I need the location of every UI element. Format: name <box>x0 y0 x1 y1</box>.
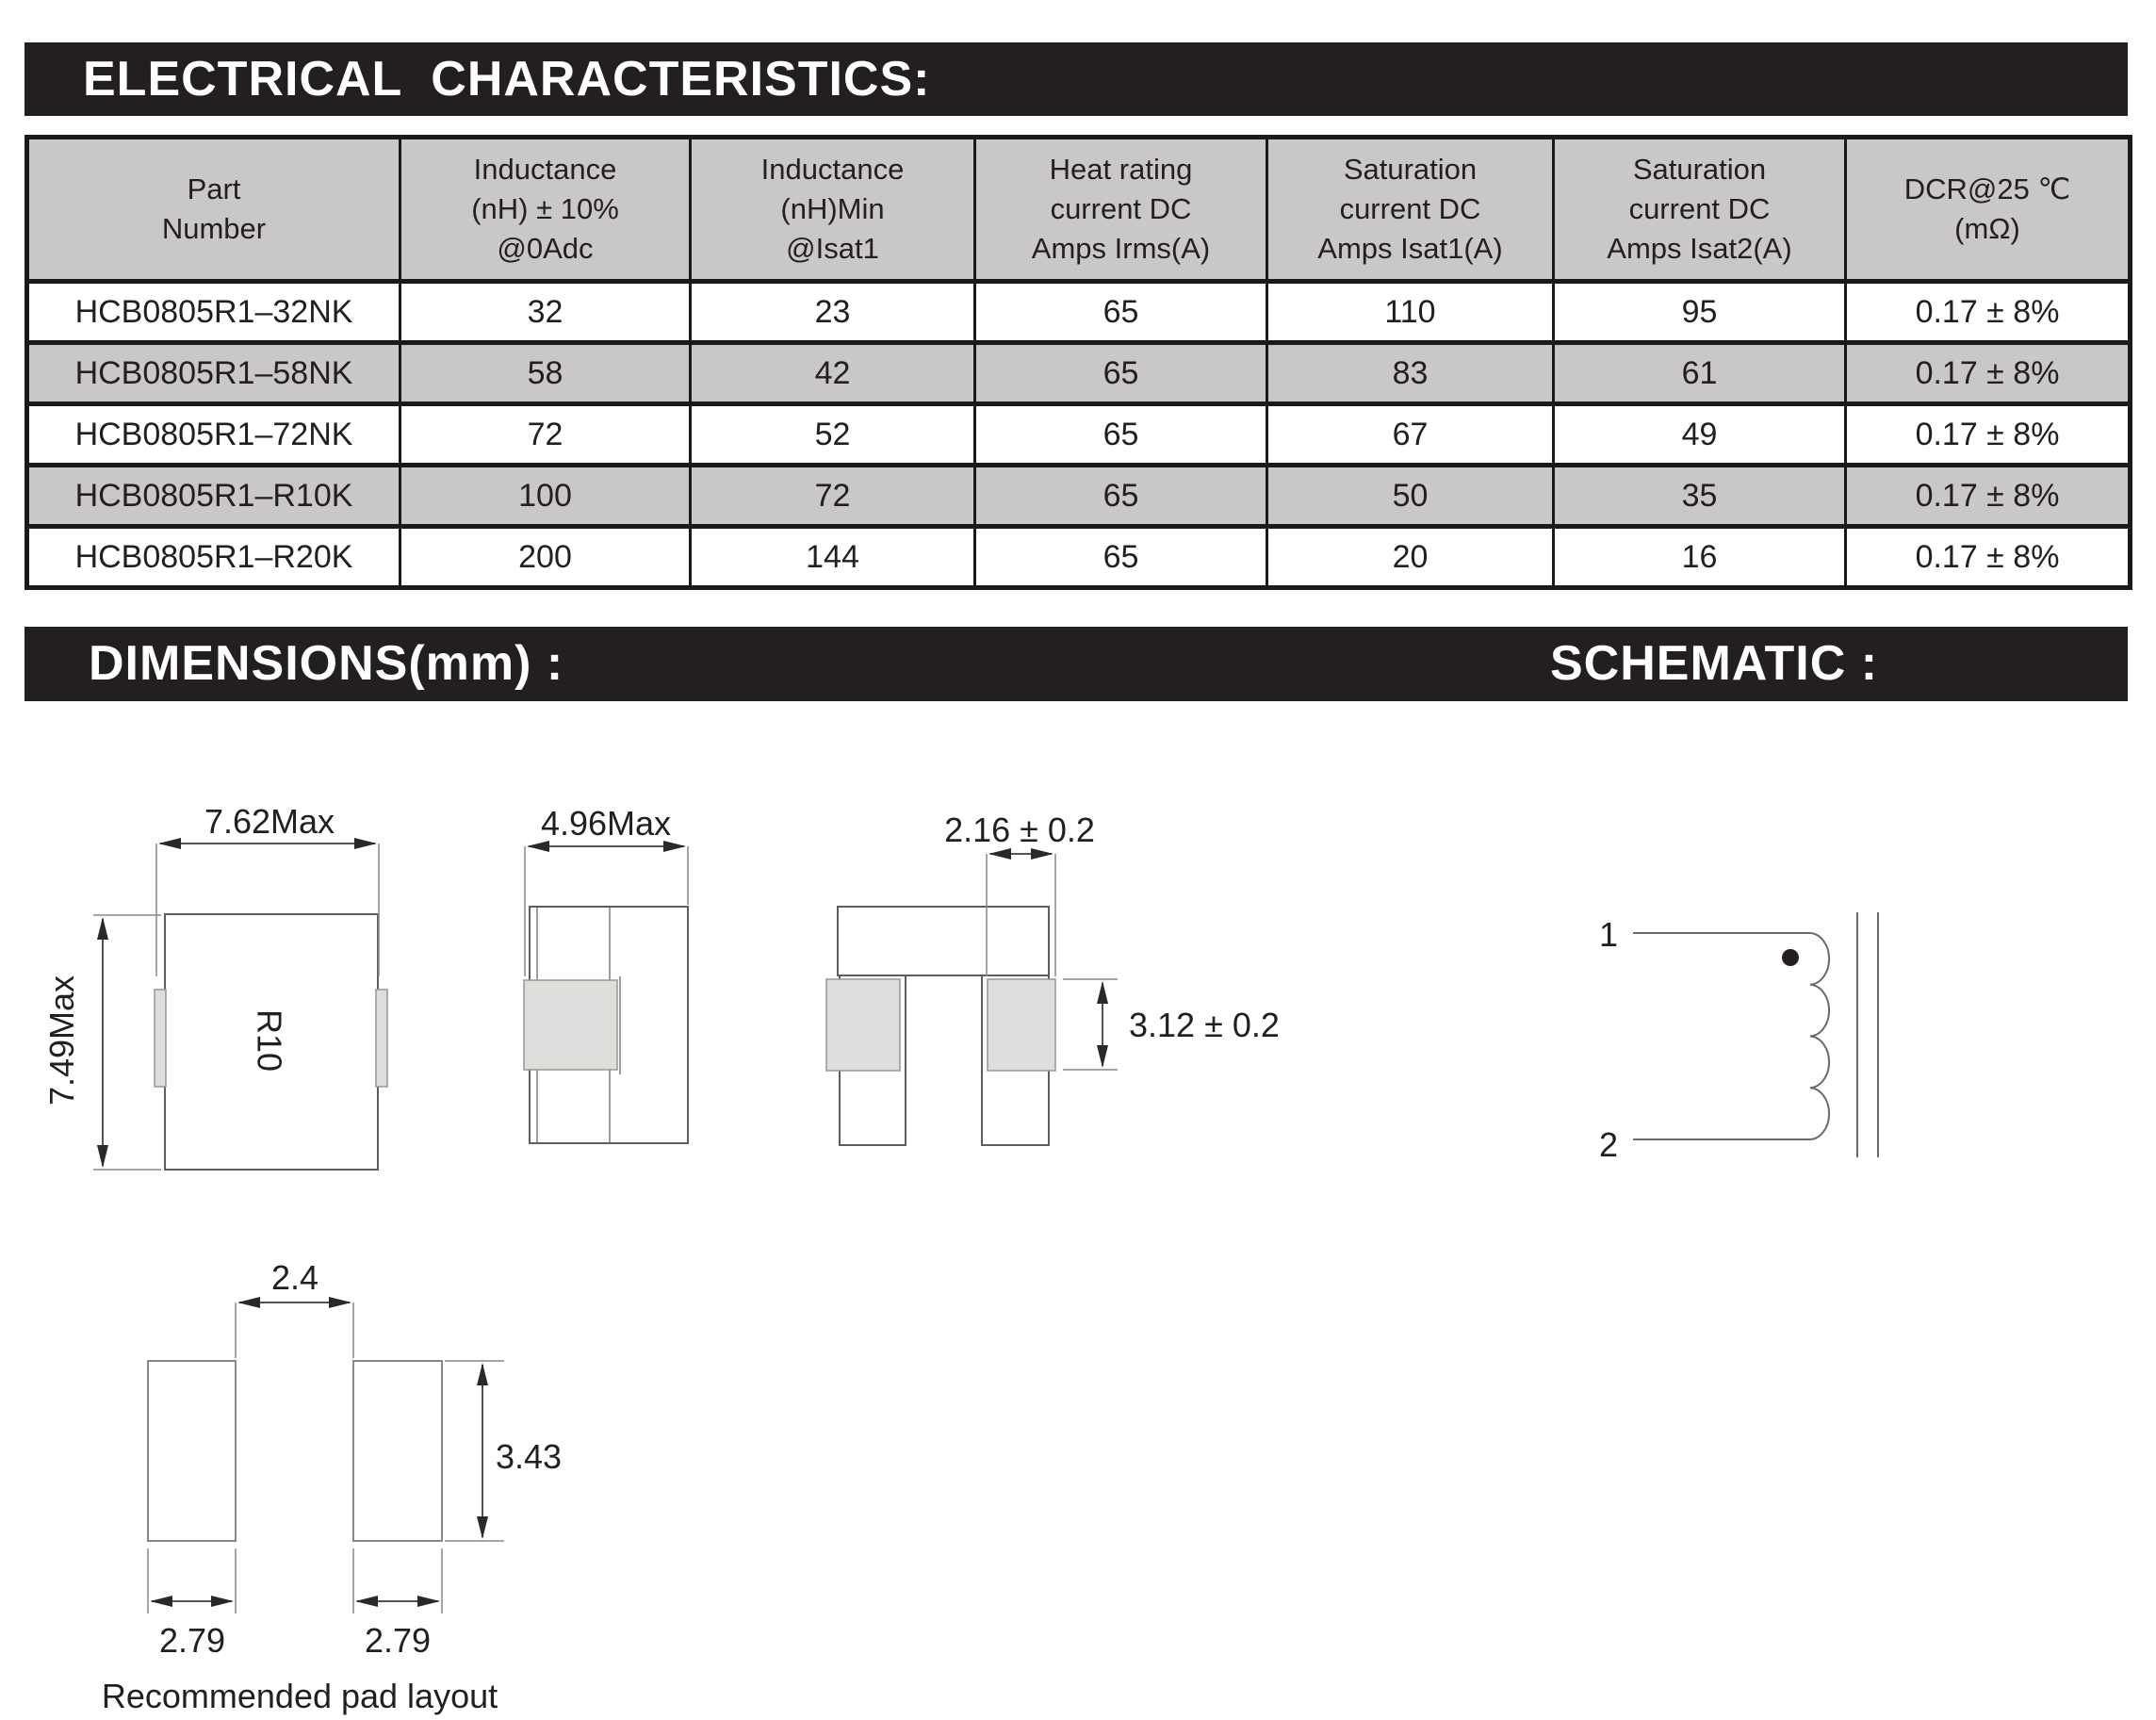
value-cell: 0.17 ± 8% <box>1844 463 2132 529</box>
value-cell: 65 <box>973 401 1268 467</box>
gap-dimension-label: 2.4 <box>271 1258 318 1297</box>
schematic-title: SCHEMATIC : <box>1550 636 1879 691</box>
pad-width-extension-lines <box>147 1548 443 1614</box>
part-number-cell: HCB0805R1–32NK <box>25 279 401 345</box>
value-cell: 32 <box>399 279 692 345</box>
value-cell: 23 <box>689 279 976 345</box>
value-cell: 110 <box>1266 279 1555 345</box>
left-terminal <box>154 989 167 1088</box>
pad-left-width-label: 2.79 <box>159 1621 225 1660</box>
terminal-width-dimension-label: 2.16 ± 0.2 <box>944 811 1095 849</box>
part-marking-label: R10 <box>251 1009 289 1072</box>
value-cell: 35 <box>1552 463 1847 529</box>
pad-height-extension-lines <box>445 1360 504 1542</box>
value-cell: 52 <box>689 401 976 467</box>
pad-layout-drawing: 2.4 3.43 2.79 2.79 Recommended pad layou… <box>102 1258 562 1715</box>
header-cell-3: Heat rating current DC Amps Irms(A) <box>973 135 1268 284</box>
value-cell: 65 <box>973 279 1268 345</box>
header-cell-2: Inductance (nH)Min @Isat1 <box>689 135 976 284</box>
header-cell-1: Inductance (nH) ± 10% @0Adc <box>399 135 692 284</box>
component-body-top-view <box>164 913 379 1171</box>
value-cell: 100 <box>399 463 692 529</box>
phase-dot <box>1782 949 1799 966</box>
component-body-side-view <box>529 906 689 1144</box>
value-cell: 200 <box>399 524 692 590</box>
body-top-plate <box>837 906 1050 976</box>
side-width-dimension-label: 4.96Max <box>541 804 671 843</box>
table-header-row: Part Number Inductance (nH) ± 10% @0Adc Induc… <box>25 135 2132 284</box>
header-cell-0: Part Number <box>25 135 401 284</box>
gap-extension-lines <box>235 1302 354 1358</box>
height-extension-lines <box>93 914 161 1171</box>
header-cell-5: Saturation current DC Amps Isat2(A) <box>1552 135 1847 284</box>
side-terminal <box>523 979 618 1071</box>
pin-1-label: 1 <box>1599 915 1618 954</box>
table-row: HCB0805R1–R10K 100 72 65 50 35 0.17 ± 8% <box>25 463 2132 529</box>
electrical-characteristics-table: Part Number Inductance (nH) ± 10% @0Adc Induc… <box>24 135 2132 590</box>
value-cell: 83 <box>1266 340 1555 406</box>
value-cell: 20 <box>1266 524 1555 590</box>
inductor-coil <box>1809 932 1831 1140</box>
pad-height-dimension-label: 3.43 <box>496 1437 562 1476</box>
electrical-characteristics-header-bar: ELECTRICAL CHARACTERISTICS: <box>24 42 2128 116</box>
pin-2-label: 2 <box>1599 1125 1618 1164</box>
value-cell: 0.17 ± 8% <box>1844 340 2132 406</box>
value-cell: 144 <box>689 524 976 590</box>
electrical-characteristics-title: ELECTRICAL CHARACTERISTICS: <box>83 52 931 106</box>
value-cell: 65 <box>973 340 1268 406</box>
value-cell: 61 <box>1552 340 1847 406</box>
header-cell-6: DCR@25 ℃ (mΩ) <box>1844 135 2132 284</box>
width-extension-lines <box>155 844 380 976</box>
part-number-cell: HCB0805R1–R20K <box>25 524 401 590</box>
terminal-height-extension-lines <box>1063 978 1118 1071</box>
header-cell-4: Saturation current DC Amps Isat1(A) <box>1266 135 1555 284</box>
dimensions-title: DIMENSIONS(mm) : <box>89 636 564 691</box>
part-number-cell: HCB0805R1–58NK <box>25 340 401 406</box>
part-number-cell: HCB0805R1–R10K <box>25 463 401 529</box>
value-cell: 49 <box>1552 401 1847 467</box>
left-end-terminal <box>825 978 901 1072</box>
value-cell: 65 <box>973 524 1268 590</box>
value-cell: 0.17 ± 8% <box>1844 279 2132 345</box>
table-row: HCB0805R1–32NK 32 23 65 110 95 0.17 ± 8% <box>25 279 2132 345</box>
value-cell: 65 <box>973 463 1268 529</box>
width-dimension-label: 7.62Max <box>204 802 335 841</box>
schematic-drawing: 1 2 <box>1599 912 1879 1164</box>
right-end-terminal <box>987 978 1056 1072</box>
value-cell: 0.17 ± 8% <box>1844 524 2132 590</box>
pad-right-width-label: 2.79 <box>365 1621 431 1660</box>
table-row: HCB0805R1–58NK 58 42 65 83 61 0.17 ± 8% <box>25 340 2132 406</box>
left-leg <box>839 975 906 1146</box>
terminal-height-dimension-label: 3.12 ± 0.2 <box>1129 1006 1280 1044</box>
right-terminal <box>375 989 388 1088</box>
end-view-drawing: 2.16 ± 0.2 3.12 ± 0.2 <box>825 811 1280 1146</box>
height-dimension-label: 7.49Max <box>42 975 81 1106</box>
table-row: HCB0805R1–R20K 200 144 65 20 16 0.17 ± 8% <box>25 524 2132 590</box>
table-row: HCB0805R1–72NK 72 52 65 67 49 0.17 ± 8% <box>25 401 2132 467</box>
part-number-cell: HCB0805R1–72NK <box>25 401 401 467</box>
value-cell: 42 <box>689 340 976 406</box>
pad-layout-caption: Recommended pad layout <box>102 1677 498 1715</box>
pad-left <box>147 1360 237 1542</box>
value-cell: 72 <box>399 401 692 467</box>
top-view-drawing: R10 7.62Max 7.49Max <box>42 802 388 1171</box>
core-lines <box>1856 912 1879 1157</box>
value-cell: 67 <box>1266 401 1555 467</box>
side-view-drawing: 4.96Max <box>523 804 689 1144</box>
value-cell: 50 <box>1266 463 1555 529</box>
value-cell: 72 <box>689 463 976 529</box>
terminal-width-extension-lines <box>986 854 1056 976</box>
dimensions-schematic-header-bar: DIMENSIONS(mm) : SCHEMATIC : <box>24 627 2128 701</box>
value-cell: 58 <box>399 340 692 406</box>
value-cell: 0.17 ± 8% <box>1844 401 2132 467</box>
pad-right <box>352 1360 443 1542</box>
value-cell: 16 <box>1552 524 1847 590</box>
side-extension-lines <box>524 846 689 976</box>
value-cell: 95 <box>1552 279 1847 345</box>
right-leg <box>981 975 1050 1146</box>
